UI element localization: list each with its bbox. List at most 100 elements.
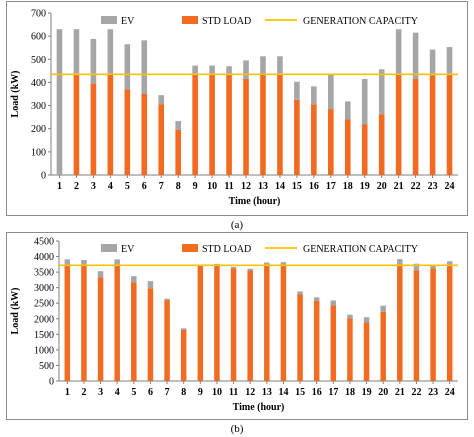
x-tick-label: 8 <box>176 181 181 192</box>
x-tick-label: 2 <box>74 181 79 192</box>
x-tick-label: 11 <box>229 387 238 398</box>
bar-std-load <box>361 124 368 175</box>
x-tick-label: 22 <box>411 181 421 192</box>
bar-ev <box>297 291 303 295</box>
bar-std-load <box>64 265 71 381</box>
bar-ev <box>446 261 453 266</box>
bar-std-load <box>429 75 436 175</box>
bar-ev <box>131 276 137 283</box>
y-tick-label: 100 <box>31 147 46 158</box>
bar-ev <box>73 29 80 75</box>
bar-ev <box>280 262 287 266</box>
bar-std-load <box>380 311 386 381</box>
bar-ev <box>247 268 253 271</box>
x-tick-label: 10 <box>212 387 222 398</box>
y-tick-label: 200 <box>31 124 46 135</box>
y-tick-label: 500 <box>31 55 46 66</box>
y-axis-title: Load (kW) <box>10 288 21 335</box>
chart-panel-b: 0 500 1000 1500 2000 2500 3000 3500 4000 4500 1 2 3 4… <box>6 232 468 420</box>
bar-ev <box>363 317 370 323</box>
y-axis-title: Load (kW) <box>10 71 21 118</box>
bar-ev <box>90 38 97 84</box>
x-tick-label: 5 <box>131 387 136 398</box>
x-tick-label: 21 <box>395 387 405 398</box>
bar-std-load <box>73 74 80 175</box>
legend-label-ev: EV <box>121 16 135 27</box>
x-axis-title: Time (hour) <box>229 196 281 207</box>
bar-std-load <box>412 78 419 175</box>
x-tick-label: 12 <box>245 387 255 398</box>
bar-std-load <box>147 288 154 381</box>
x-tick-label: 5 <box>125 181 130 192</box>
bar-ev <box>412 32 419 79</box>
x-axis-title: Time (hour) <box>233 402 285 413</box>
bar-ev <box>226 66 232 75</box>
bar-ev <box>313 297 320 301</box>
x-tick-label: 13 <box>262 387 272 398</box>
x-tick-label: 14 <box>278 387 288 398</box>
bar-std-load <box>363 322 370 381</box>
y-tick-label: 300 <box>31 101 46 112</box>
bar-std-load <box>226 74 232 175</box>
bar-std-load <box>446 265 453 381</box>
y-tick-label: 600 <box>31 32 46 43</box>
x-tick-label: 22 <box>411 387 421 398</box>
legend-label-std-load: STD LOAD <box>202 244 251 255</box>
y-tick-label: 3500 <box>34 268 54 279</box>
bar-std-load <box>413 270 420 381</box>
y-tick-label: 1500 <box>34 330 54 341</box>
bar-std-load <box>192 74 198 175</box>
bar-std-load <box>347 318 353 381</box>
x-tick-label: 15 <box>295 387 305 398</box>
x-tick-label: 7 <box>165 387 170 398</box>
bar-ev <box>294 81 300 100</box>
bar-ev <box>147 281 154 289</box>
x-tick-label: 16 <box>312 387 322 398</box>
bar-std-load <box>197 265 204 381</box>
bar-ev <box>277 56 283 75</box>
x-tick-label: 10 <box>207 181 217 192</box>
bar-std-load <box>264 264 270 381</box>
x-tick-label: 24 <box>445 181 455 192</box>
x-tick-label: 23 <box>428 387 438 398</box>
y-tick-label: 700 <box>31 9 46 20</box>
x-tick-label: 15 <box>292 181 302 192</box>
x-tick-label: 6 <box>148 387 153 398</box>
bar-std-load <box>330 305 337 381</box>
bar-ev <box>264 262 270 265</box>
bar-ev <box>330 300 337 306</box>
bar-std-load <box>175 129 181 175</box>
bar-ev <box>413 263 420 271</box>
y-tick-label: 0 <box>41 171 46 182</box>
x-tick-label: 6 <box>142 181 147 192</box>
bar-std-load <box>180 329 187 381</box>
bar-ev <box>395 29 402 75</box>
x-tick-label: 12 <box>241 181 251 192</box>
bar-std-load <box>97 277 104 381</box>
bar-std-load <box>114 265 120 381</box>
bar-ev <box>209 65 215 75</box>
bar-std-load <box>297 294 303 381</box>
bar-ev <box>397 259 403 266</box>
bar-ev <box>141 40 148 94</box>
bar-std-load <box>247 270 253 381</box>
bar-ev <box>230 266 237 269</box>
bar-std-load <box>260 74 266 175</box>
x-tick-label: 17 <box>326 181 336 192</box>
bar-ev <box>192 65 198 75</box>
chart-panel-a: 0 100 200 300 400 500 600 700 1 2 3 4 5 6 7 8 9 10 11 12 13 1… <box>6 1 468 216</box>
bar-std-load <box>397 265 403 381</box>
bar-ev <box>175 121 181 130</box>
y-tick-label: 4000 <box>34 252 54 263</box>
bar-std-load <box>328 109 334 175</box>
x-tick-label: 3 <box>91 181 96 192</box>
x-tick-label: 8 <box>181 387 186 398</box>
x-tick-label: 11 <box>224 181 233 192</box>
x-tick-label: 1 <box>57 181 62 192</box>
bar-std-load <box>158 104 165 175</box>
y-tick-label: 1000 <box>34 345 54 356</box>
bar-ev <box>81 259 87 266</box>
legend-swatch-std-load <box>182 244 198 252</box>
bar-ev <box>347 314 353 319</box>
